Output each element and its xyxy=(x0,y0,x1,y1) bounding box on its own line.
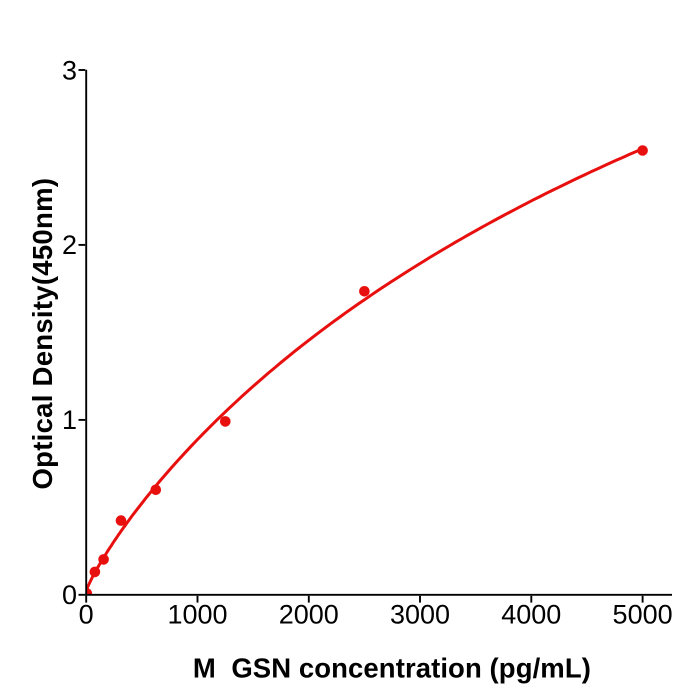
svg-text:5000: 5000 xyxy=(613,599,673,629)
svg-text:0: 0 xyxy=(62,580,77,610)
svg-text:4000: 4000 xyxy=(501,599,561,629)
svg-text:3: 3 xyxy=(62,55,77,85)
svg-text:0: 0 xyxy=(79,599,94,629)
svg-text:2: 2 xyxy=(62,230,77,260)
svg-text:2000: 2000 xyxy=(279,599,339,629)
svg-text:1: 1 xyxy=(62,405,77,435)
svg-text:3000: 3000 xyxy=(390,599,450,629)
svg-text:M GSN concentration (pg/mL): M GSN concentration (pg/mL) xyxy=(193,653,591,684)
svg-text:Optical Density(450nm): Optical Density(450nm) xyxy=(27,178,58,490)
svg-text:1000: 1000 xyxy=(167,599,227,629)
